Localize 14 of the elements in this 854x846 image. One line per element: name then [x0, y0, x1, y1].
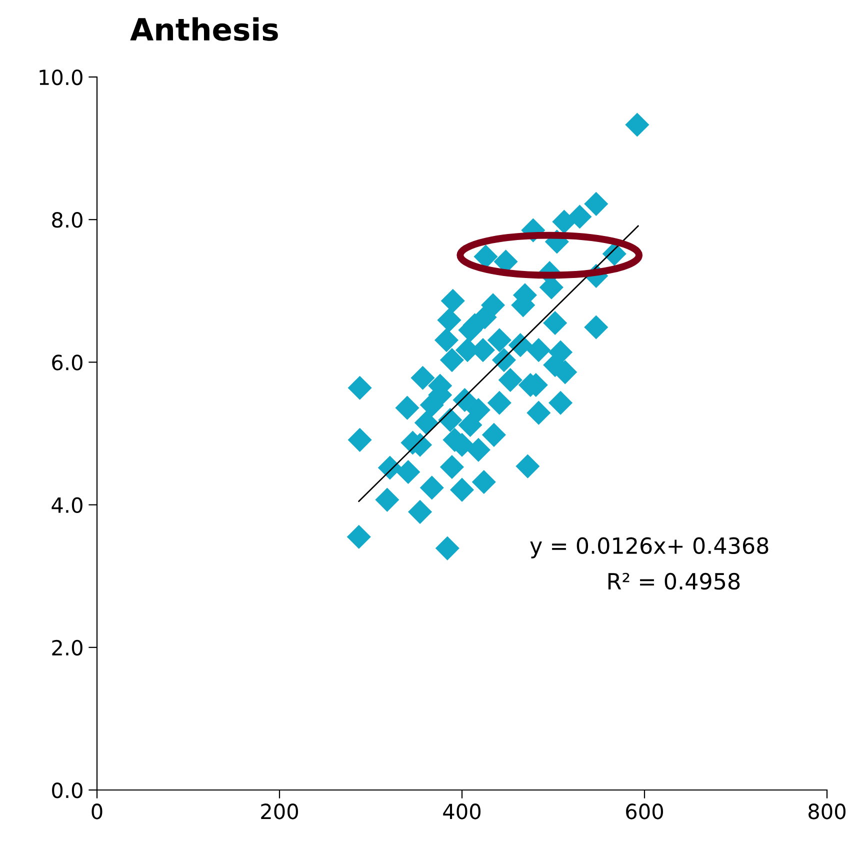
- x-tick-label: 0: [92, 804, 102, 820]
- annotation: R² = 0.4958: [608, 572, 740, 590]
- y-tick-label: 4.0: [52, 497, 82, 514]
- x-tick-label: 600: [626, 804, 663, 820]
- y-tick-label: 0.0: [52, 782, 82, 798]
- annotation: y = 0.0126x+ 0.4368: [530, 537, 768, 558]
- y-tick-label: 2.0: [52, 640, 82, 656]
- y-tick-label: 8.0: [52, 212, 82, 228]
- y-tick-label: 10.0: [40, 69, 82, 86]
- x-tick-label: 400: [443, 804, 480, 820]
- y-tick-label: 6.0: [52, 354, 82, 370]
- chart-title: Anthesis: [130, 17, 278, 41]
- x-tick-label: 800: [808, 804, 846, 820]
- x-tick-label: 200: [261, 804, 298, 820]
